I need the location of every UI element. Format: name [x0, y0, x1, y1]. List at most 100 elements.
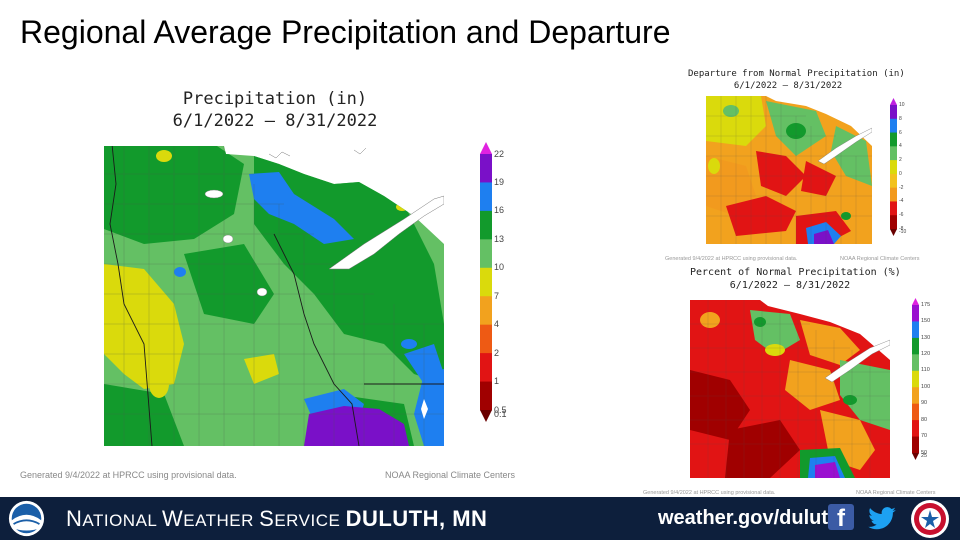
- departure-legend-swatch-4: [890, 146, 897, 161]
- percent-legend-swatch-3: [912, 337, 919, 355]
- percent-legend-colorbar: [912, 298, 919, 460]
- percent-legend-tick-label: 110: [921, 367, 930, 374]
- main-legend-swatch-8: [480, 353, 492, 383]
- main-legend-tick-label: 16: [494, 205, 505, 216]
- percent-map-legend: 175 150 130 120 110 100 90 80 70 50 25: [912, 298, 942, 460]
- percent-legend-tick-label: 80: [921, 416, 928, 423]
- nws-logo[interactable]: [910, 499, 950, 539]
- percent-legend-swatch-8: [912, 420, 919, 438]
- percent-legend-tick-label: 50: [921, 449, 928, 456]
- main-legend-swatch-7: [480, 324, 492, 354]
- percent-legend-swatch-6: [912, 387, 919, 405]
- nws-letter-s: S: [259, 506, 275, 531]
- departure-legend-tick-label: -2: [899, 184, 904, 191]
- main-legend-swatch-9: [480, 381, 492, 411]
- main-map-title: Precipitation (in) 6/1/2022 – 8/31/2022: [150, 88, 400, 132]
- main-legend-colorbar: [480, 142, 492, 422]
- departure-legend-swatch-9: [890, 215, 897, 230]
- percent-legend-tick-label: 175: [921, 301, 931, 308]
- departure-map-title: Departure from Normal Precipitation (in)…: [688, 68, 905, 92]
- percent-legend-tick-label: 120: [921, 351, 931, 358]
- percent-legend-tick-label: 90: [921, 400, 928, 407]
- noaa-logo[interactable]: [8, 500, 45, 537]
- main-map-title-line1: Precipitation (in): [182, 89, 368, 109]
- main-legend-swatch-5: [480, 267, 492, 297]
- main-legend-swatch-4: [480, 239, 492, 269]
- main-legend-swatch-3: [480, 210, 492, 240]
- percent-footnote-left: Generated 9/4/2022 at HPRCC using provis…: [643, 490, 776, 496]
- main-legend-tick-label: 2: [494, 347, 500, 358]
- main-footnote-right: NOAA Regional Climate Centers: [385, 470, 516, 480]
- departure-legend-tick-label: 8: [899, 115, 902, 122]
- percent-legend-swatch-10: [912, 453, 919, 460]
- percent-legend-tick-label: 130: [921, 334, 931, 341]
- departure-legend-swatch-7: [890, 187, 897, 202]
- facebook-icon[interactable]: f: [828, 504, 854, 532]
- main-legend-tick-label: 7: [494, 290, 500, 301]
- departure-footnote-left: Generated 9/4/2022 at HPRCC using provis…: [665, 256, 798, 262]
- departure-title-line1: Departure from Normal Precipitation (in): [688, 69, 905, 79]
- main-legend-swatch-10: [480, 410, 492, 422]
- main-map-legend: 22 19 16 13 10 7 4 2 1 0.5 0.1: [480, 142, 520, 422]
- main-legend-swatch-2: [480, 182, 492, 212]
- main-legend-swatch-1: [480, 154, 492, 183]
- departure-legend-tick-label: -6: [899, 212, 904, 219]
- footer-bar: NATIONAL WEATHER SERVICE DULUTH, MN weat…: [0, 497, 960, 540]
- nws-letter-w: W: [161, 506, 184, 531]
- main-map-title-line2: 6/1/2022 – 8/31/2022: [172, 111, 378, 131]
- main-legend-tick-label: 0.5: [494, 404, 507, 415]
- departure-legend-swatch-6: [890, 173, 897, 189]
- percent-legend-swatch-2: [912, 321, 919, 339]
- departure-legend-swatch-5: [890, 160, 897, 175]
- departure-legend-swatch-1: [890, 105, 897, 120]
- departure-title-line2: 6/1/2022 – 8/31/2022: [733, 81, 843, 91]
- percent-legend-swatch-4: [912, 354, 919, 372]
- main-legend-tick-label: 0.1: [494, 409, 507, 420]
- main-legend-swatch-6: [480, 296, 492, 326]
- nws-office-name: NATIONAL WEATHER SERVICE DULUTH, MN: [66, 506, 487, 532]
- website-url[interactable]: weather.gov/duluth: [658, 507, 841, 529]
- departure-legend-tick-label: 6: [899, 129, 902, 136]
- departure-legend-colorbar: [890, 98, 897, 236]
- departure-legend-swatch-10: [890, 229, 897, 236]
- main-legend-swatch-0: [480, 142, 492, 154]
- percent-legend-tick-label: 150: [921, 318, 931, 325]
- main-legend-tick-label: 4: [494, 319, 500, 330]
- nws-text-ervice: ERVICE: [274, 511, 346, 530]
- departure-legend-swatch-2: [890, 118, 897, 134]
- percent-map: [690, 300, 890, 478]
- main-footnote-left: Generated 9/4/2022 at HPRCC using provis…: [20, 470, 237, 480]
- departure-map-legend: 10 8 6 4 2 0 -2 -4 -6 -8 -10: [890, 98, 920, 236]
- nws-text-ational: ATIONAL: [82, 511, 162, 530]
- departure-legend-tick-label: 10: [899, 102, 905, 108]
- percent-title-line2: 6/1/2022 – 8/31/2022: [729, 280, 851, 291]
- nws-text-eather: EATHER: [183, 511, 260, 530]
- twitter-icon[interactable]: [866, 503, 898, 533]
- main-legend-tick-label: 19: [494, 177, 505, 188]
- departure-legend-swatch-8: [890, 201, 897, 216]
- departure-legend-tick-label: 2: [899, 157, 902, 164]
- percent-legend-swatch-1: [912, 305, 919, 322]
- departure-legend-tick-label: -4: [899, 198, 904, 205]
- percent-legend-swatch-0: [912, 298, 919, 305]
- departure-legend-swatch-0: [890, 98, 897, 105]
- percent-legend-swatch-5: [912, 370, 919, 388]
- percent-legend-swatch-9: [912, 436, 919, 454]
- percent-legend-tick-label: 100: [921, 383, 931, 390]
- departure-legend-swatch-3: [890, 132, 897, 147]
- percent-legend-tick-label: 70: [921, 433, 928, 440]
- departure-legend-tick-label: 0: [899, 170, 902, 177]
- percent-legend-swatch-7: [912, 403, 919, 421]
- departure-map: [706, 96, 872, 244]
- main-legend-tick-label: 22: [494, 148, 505, 159]
- percent-footnote-right: NOAA Regional Climate Centers: [856, 490, 936, 496]
- departure-legend-tick-label: -10: [899, 228, 907, 235]
- nws-letter-n: N: [66, 506, 83, 531]
- departure-footnote-right: NOAA Regional Climate Centers: [840, 256, 920, 262]
- slide-title: Regional Average Precipitation and Depar…: [20, 14, 671, 50]
- main-legend-tick-label: 13: [494, 233, 505, 244]
- departure-legend-tick-label: -8: [899, 226, 904, 232]
- percent-map-title: Percent of Normal Precipitation (%) 6/1/…: [690, 266, 901, 292]
- departure-legend-tick-label: 4: [899, 143, 902, 150]
- percent-legend-tick-label: 25: [921, 452, 928, 459]
